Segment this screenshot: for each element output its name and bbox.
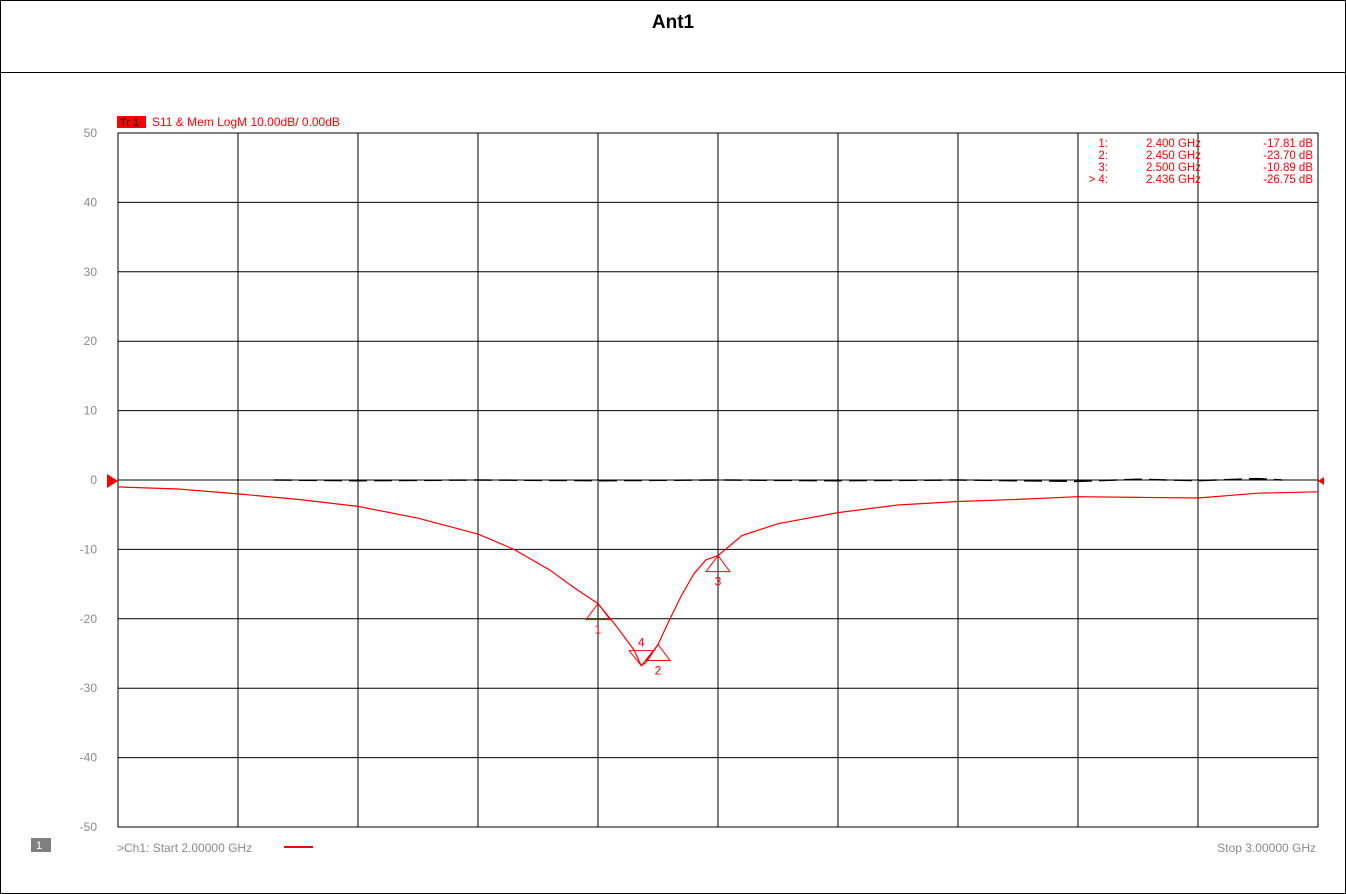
marker-label: 2	[655, 663, 662, 677]
readout-marker-number: 2:	[1098, 150, 1108, 162]
y-tick-label: 0	[90, 473, 97, 487]
marker-3[interactable]: 3	[705, 554, 731, 589]
y-tick-label: 50	[84, 126, 98, 140]
page-title: Ant1	[651, 12, 695, 33]
marker-triangle-up	[585, 602, 611, 621]
readout-marker-number: 1:	[1098, 138, 1108, 150]
y-tick-label: -40	[80, 751, 98, 765]
readout-value: -26.75 dB	[1263, 174, 1313, 186]
trace-tag-label: Tr 1	[120, 117, 139, 129]
marker-readout-row: 3: 2.500 GHz -10.89 dB	[1098, 162, 1313, 174]
readout-frequency: 2.450 GHz	[1146, 150, 1201, 162]
marker-1[interactable]: 1	[585, 602, 611, 637]
reference-level-arrow-right	[1318, 477, 1324, 485]
marker-2[interactable]: 2	[645, 643, 671, 677]
channel-badge[interactable]	[31, 838, 51, 852]
marker-4[interactable]: 4	[628, 636, 655, 667]
readout-value: -17.81 dB	[1263, 138, 1313, 150]
y-tick-label: 10	[84, 404, 98, 418]
y-tick-label: -10	[80, 542, 98, 556]
y-tick-label: -20	[80, 612, 98, 626]
y-tick-labels: 50 40 30 20 10 0 -10 -20 -30 -40 -50	[80, 126, 98, 834]
marker-triangle-down	[628, 650, 655, 667]
readout-frequency: 2.400 GHz	[1146, 138, 1201, 150]
y-tick-label: 30	[84, 265, 98, 279]
trace-tag[interactable]	[117, 116, 146, 128]
marker-triangle-up	[705, 554, 731, 573]
readout-frequency: 2.436 GHz	[1146, 174, 1201, 186]
reference-level-arrow-left	[107, 474, 118, 488]
marker-label: 3	[715, 575, 722, 589]
y-tick-label: -30	[80, 681, 98, 695]
y-tick-label: 40	[84, 195, 98, 209]
chart-markers: 1 2 3 4	[585, 554, 731, 677]
marker-readout-row: > 4: 2.436 GHz -26.75 dB	[1088, 174, 1313, 186]
readout-marker-number: 3:	[1098, 162, 1108, 174]
stop-frequency-label: Stop 3.00000 GHz	[1217, 841, 1316, 855]
marker-readout-row: 2: 2.450 GHz -23.70 dB	[1098, 150, 1313, 162]
title-row: Ant1	[1, 1, 1345, 73]
readout-value: -10.89 dB	[1263, 162, 1313, 174]
y-tick-label: 20	[84, 334, 98, 348]
marker-readout-row: 1: 2.400 GHz -17.81 dB	[1098, 138, 1313, 150]
channel-badge-label: 1	[36, 840, 42, 852]
y-tick-label: -50	[80, 820, 98, 834]
readout-marker-number: > 4:	[1088, 174, 1108, 186]
readout-frequency: 2.500 GHz	[1146, 162, 1201, 174]
readout-value: -23.70 dB	[1263, 150, 1313, 162]
marker-label: 4	[638, 636, 645, 650]
s11-trace-line	[117, 486, 1319, 667]
start-frequency-label: >Ch1: Start 2.00000 GHz	[117, 841, 252, 855]
marker-readout: 1: 2.400 GHz -17.81 dB 2: 2.450 GHz -23.70 dB…	[1088, 138, 1313, 186]
memory-trace-line	[273, 477, 1283, 483]
trace-header: S11 & Mem LogM 10.00dB/ 0.00dB	[152, 115, 340, 129]
marker-label: 1	[595, 623, 602, 637]
chart-traces	[117, 477, 1319, 667]
